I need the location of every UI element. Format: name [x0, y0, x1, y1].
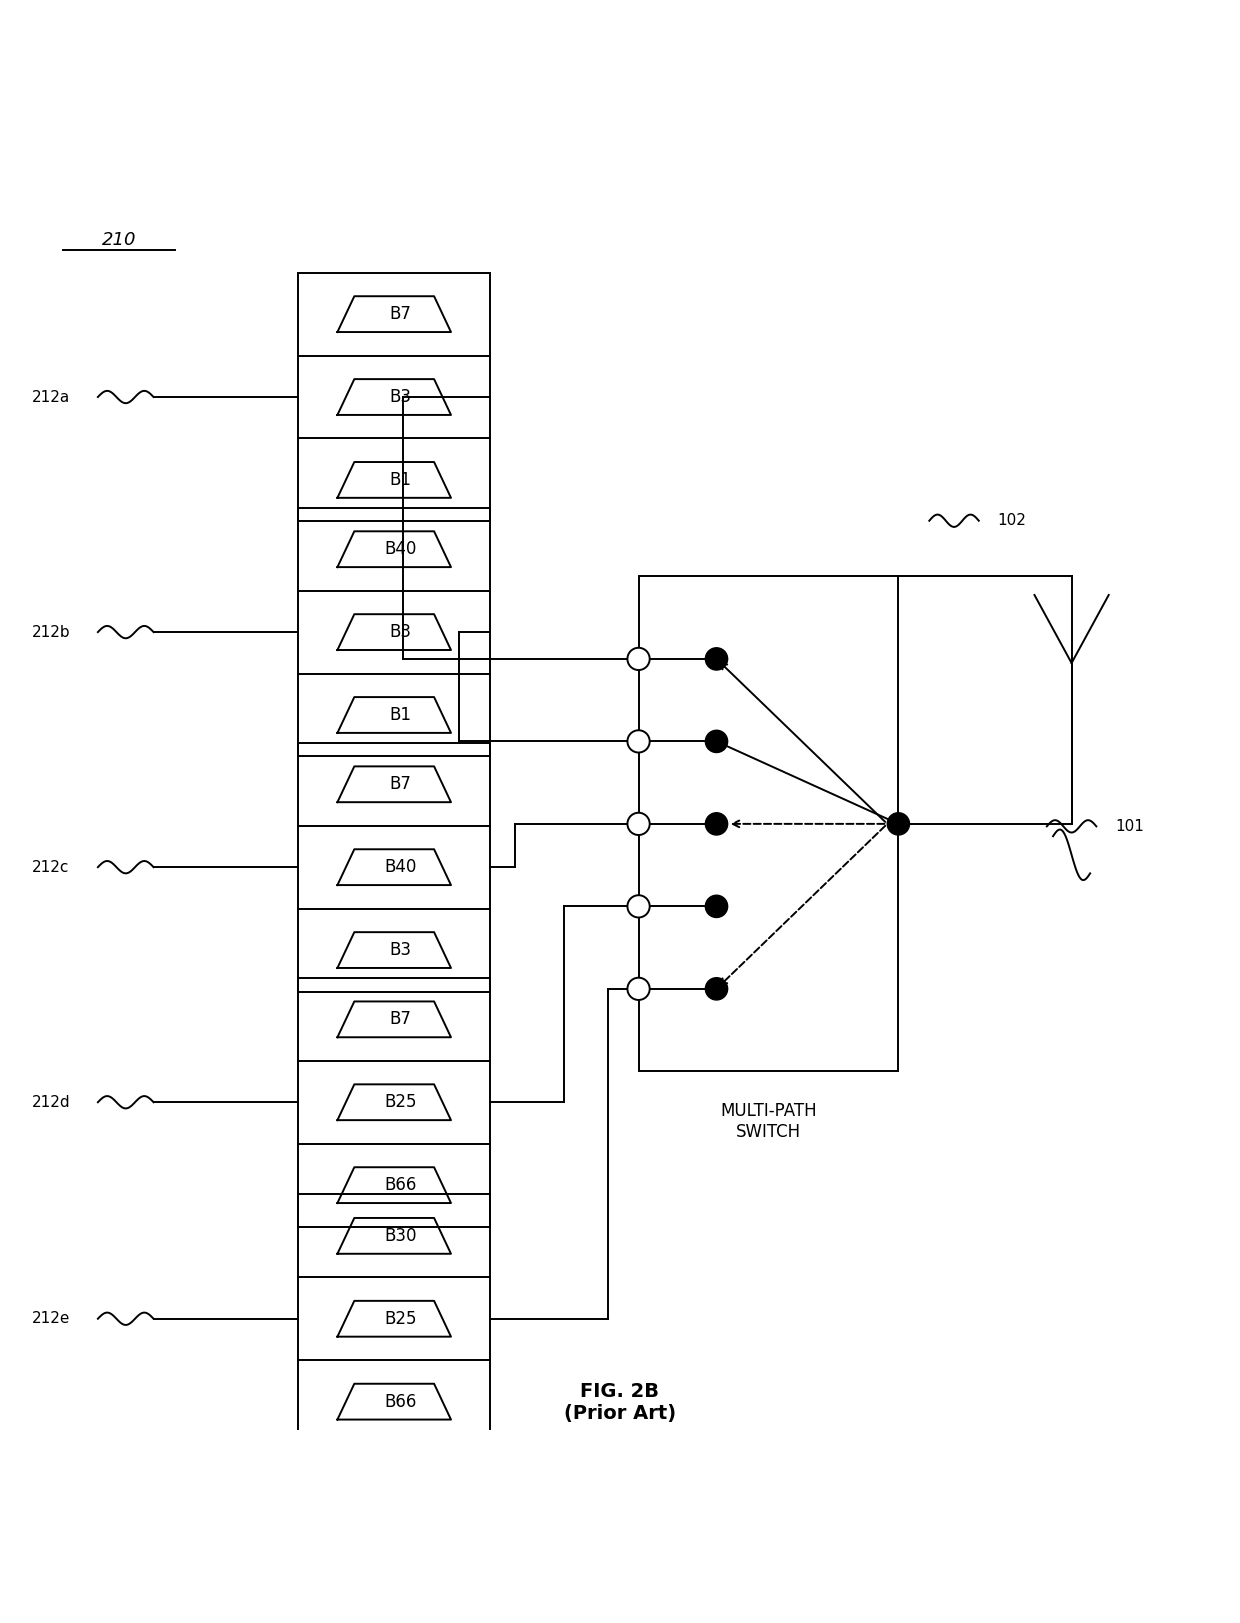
Text: B3: B3 [389, 941, 412, 959]
Text: B25: B25 [384, 1310, 417, 1328]
Text: B40: B40 [384, 540, 417, 558]
Text: B1: B1 [389, 706, 412, 724]
Text: B7: B7 [389, 305, 412, 323]
Circle shape [706, 648, 728, 670]
Circle shape [706, 977, 728, 1000]
Circle shape [706, 896, 728, 917]
Text: 212d: 212d [32, 1096, 71, 1110]
Text: 212a: 212a [32, 390, 71, 404]
Text: 212c: 212c [32, 860, 69, 875]
Text: FIG. 2B
(Prior Art): FIG. 2B (Prior Art) [564, 1383, 676, 1423]
Text: 212e: 212e [32, 1311, 71, 1326]
Circle shape [627, 896, 650, 917]
Circle shape [888, 813, 909, 834]
Text: B30: B30 [384, 1227, 417, 1245]
Circle shape [627, 648, 650, 670]
Text: B66: B66 [384, 1177, 417, 1195]
Text: 101: 101 [1115, 820, 1143, 834]
Text: 212b: 212b [32, 625, 71, 639]
Circle shape [627, 730, 650, 753]
Text: 102: 102 [997, 513, 1027, 527]
Circle shape [706, 730, 728, 753]
Text: B66: B66 [384, 1393, 417, 1410]
Text: B1: B1 [389, 471, 412, 489]
Text: MULTI-PATH
SWITCH: MULTI-PATH SWITCH [720, 1102, 817, 1141]
Text: B25: B25 [384, 1094, 417, 1112]
Text: B7: B7 [389, 1011, 412, 1029]
Circle shape [627, 977, 650, 1000]
Circle shape [627, 813, 650, 834]
Text: B3: B3 [389, 388, 412, 406]
Circle shape [706, 813, 728, 834]
Text: B7: B7 [389, 776, 412, 794]
Text: B3: B3 [389, 623, 412, 641]
Text: B40: B40 [384, 859, 417, 876]
Text: 210: 210 [102, 230, 136, 248]
